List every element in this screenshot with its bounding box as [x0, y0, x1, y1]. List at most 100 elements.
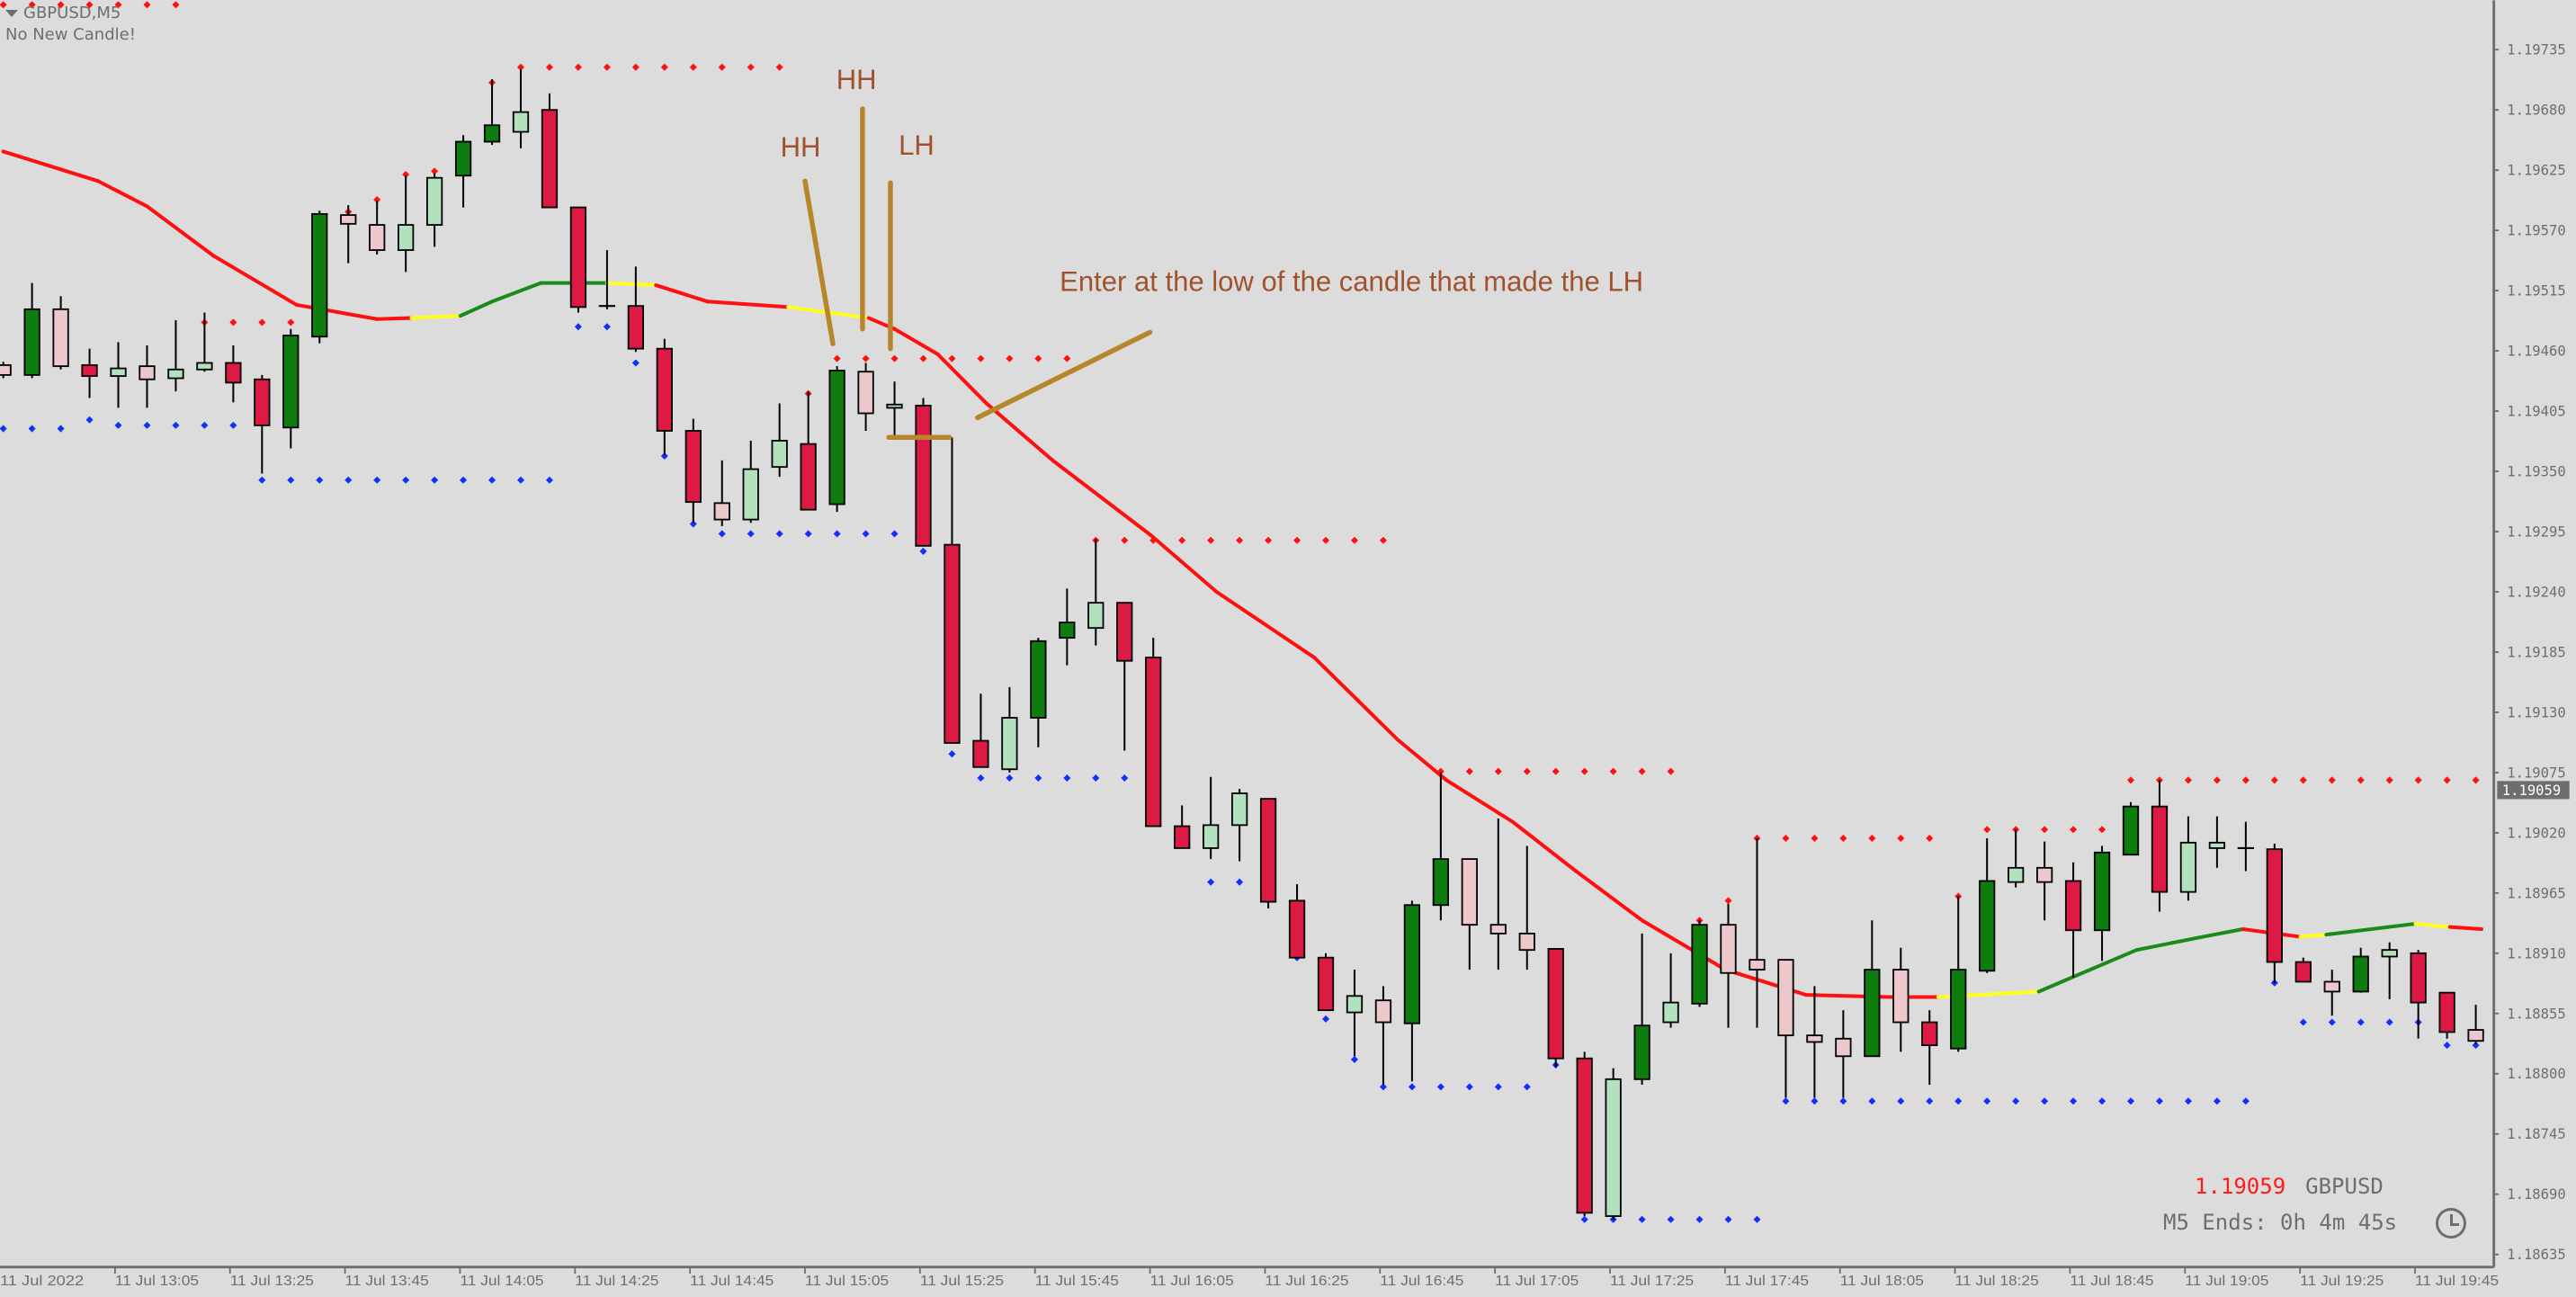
resistance-dot	[1321, 536, 1330, 544]
candle	[1518, 845, 1535, 971]
dropdown-triangle-icon[interactable]	[5, 10, 18, 17]
support-dot	[2328, 1018, 2336, 1026]
candle-body	[225, 362, 242, 384]
current-price-value: 1.19059	[2502, 783, 2561, 799]
candle-body	[167, 368, 184, 380]
candle-body	[627, 305, 644, 350]
candle	[2151, 780, 2169, 912]
candle-body	[2064, 880, 2082, 932]
support-dot	[1408, 1083, 1416, 1091]
time-tick-label: 11 Jul 14:25	[575, 1274, 658, 1289]
symbol-title[interactable]: GBPUSD,M5	[5, 4, 121, 22]
current-price-tag: 1.19059	[2497, 781, 2570, 800]
resistance-dot	[2385, 776, 2393, 784]
candle	[1777, 959, 1794, 1098]
ma-segment	[705, 300, 791, 309]
price-tick-label: 1.18745	[2507, 1126, 2565, 1142]
price-tick-label: 1.19735	[2507, 42, 2565, 58]
candle-body	[512, 111, 530, 133]
candle-body	[2008, 866, 2025, 883]
price-tick-label: 1.19295	[2507, 523, 2565, 540]
candle-body	[684, 430, 702, 504]
time-tick-label: 11 Jul 13:45	[345, 1274, 429, 1289]
candle	[2410, 950, 2427, 1039]
resistance-dot	[545, 63, 553, 71]
ma-segment	[145, 204, 216, 258]
support-dot	[2443, 1042, 2451, 1050]
candle-body	[742, 468, 759, 521]
ma-segment	[1640, 918, 1728, 972]
resistance-dot	[1609, 767, 1617, 775]
clock-icon	[2436, 1208, 2466, 1239]
support-dot	[631, 359, 640, 367]
support-dot	[2213, 1097, 2221, 1105]
resistance-dot	[1379, 536, 1387, 544]
price-tick-label: 1.19350	[2507, 464, 2565, 480]
candle	[225, 345, 242, 403]
candle	[1145, 638, 1162, 827]
price-tick-label: 1.18965	[2507, 885, 2565, 901]
candle	[2266, 844, 2283, 983]
candle	[1203, 776, 1220, 860]
candle-body	[1979, 880, 1996, 972]
candle	[2237, 821, 2254, 872]
candle	[656, 338, 673, 455]
annotations: HH HH LH Enter at the low of the candle …	[781, 64, 1643, 441]
ma-segment	[375, 316, 414, 321]
candle	[800, 391, 817, 511]
candle-body	[1921, 1021, 1938, 1047]
support-dot	[316, 476, 324, 484]
resistance-dot	[1063, 354, 1071, 362]
candle-body	[0, 364, 12, 376]
candle-body	[1116, 602, 1133, 662]
price-tick-label: 1.19240	[2507, 584, 2565, 600]
resistance-dot	[2270, 776, 2278, 784]
candle-body	[1259, 798, 1277, 903]
candle-body	[2323, 980, 2340, 993]
candle-body	[1030, 640, 1047, 719]
candle	[1259, 798, 1277, 908]
candle	[857, 362, 874, 431]
candle-body	[1374, 999, 1392, 1024]
resistance-dot	[373, 196, 381, 204]
candle	[196, 312, 213, 372]
support-dot	[804, 530, 812, 538]
candle-body	[2294, 961, 2312, 983]
resistance-dot	[1868, 834, 1876, 842]
candle	[454, 135, 472, 208]
resistance-dot	[977, 354, 985, 362]
ma-segment	[2200, 927, 2245, 939]
support-dot	[2299, 1018, 2307, 1026]
candle	[2467, 1005, 2484, 1044]
candle-body	[944, 543, 961, 744]
candle	[2035, 841, 2053, 921]
resistance-dot	[747, 63, 755, 71]
candle	[81, 348, 98, 398]
support-dot	[1207, 878, 1215, 886]
ma-segment	[1051, 458, 1153, 537]
candle-body	[311, 212, 328, 338]
candle-body	[1432, 858, 1449, 907]
candle-body	[915, 405, 932, 547]
support-dot	[114, 421, 122, 429]
candle-body	[369, 224, 386, 251]
candle	[915, 398, 932, 547]
annotation-hh-2: HH	[836, 64, 877, 95]
candle	[2294, 957, 2312, 983]
support-dot	[1811, 1097, 1819, 1105]
candle	[2352, 947, 2369, 993]
resistance-dot	[1494, 767, 1502, 775]
candle	[1317, 953, 1335, 1012]
annotation-lh: LH	[899, 130, 935, 161]
support-dot	[2098, 1097, 2106, 1105]
candle	[1633, 933, 1650, 1085]
candle	[1864, 920, 1881, 1058]
time-tick-label: 11 Jul 2022	[0, 1274, 84, 1289]
candle-body	[1489, 924, 1507, 935]
support-dot	[2385, 1018, 2393, 1026]
resistance-dot	[2098, 826, 2106, 834]
candle	[512, 69, 530, 148]
candle	[1116, 602, 1133, 751]
candle	[2008, 829, 2025, 888]
